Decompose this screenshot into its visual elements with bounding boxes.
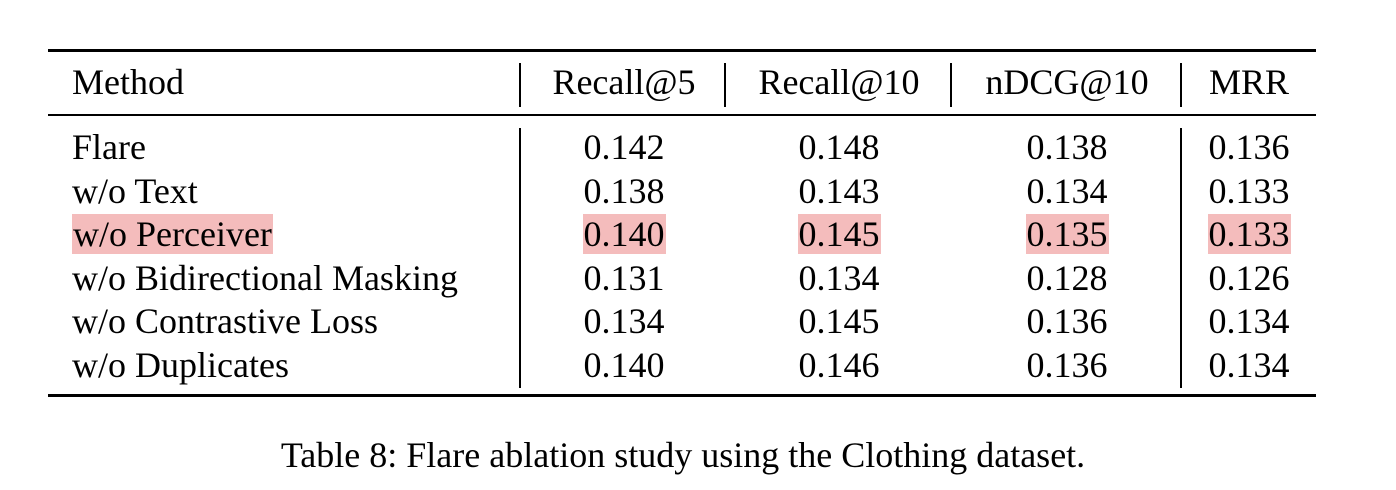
recall-10-cell: 0.143 (728, 169, 950, 213)
recall-5-cell: 0.142 (524, 125, 724, 169)
recall-5-cell: 0.140 (524, 212, 724, 256)
metric-value: 0.133 (1207, 214, 1291, 254)
ndcg-10-cell: 0.135 (954, 212, 1180, 256)
metric-value: 0.146 (798, 345, 880, 385)
metric-value: 0.148 (798, 127, 880, 167)
column-divider (950, 63, 952, 107)
recall-5-cell: 0.134 (524, 299, 724, 343)
metric-value: 0.128 (1026, 258, 1108, 298)
ndcg-10-cell: 0.134 (954, 169, 1180, 213)
metric-value: 0.142 (583, 127, 665, 167)
method-cell: w/o Bidirectional Masking (72, 256, 458, 300)
header-recall-10: Recall@10 (758, 62, 920, 102)
method-label: w/o Bidirectional Masking (72, 258, 458, 298)
column-divider (519, 128, 521, 388)
metric-value: 0.136 (1026, 345, 1108, 385)
table-caption: Table 8: Flare ablation study using the … (280, 435, 1086, 475)
metric-value: 0.131 (583, 258, 665, 298)
metric-value: 0.134 (1208, 345, 1290, 385)
ndcg-10-cell: 0.136 (954, 299, 1180, 343)
table-bottom-rule (48, 394, 1316, 397)
recall-10-cell: 0.145 (728, 299, 950, 343)
metric-value: 0.126 (1208, 258, 1290, 298)
recall-5-cell: 0.131 (524, 256, 724, 300)
mrr-cell: 0.134 (1184, 299, 1314, 343)
table-header-rule (48, 114, 1316, 116)
recall-5-cell: 0.140 (524, 343, 724, 387)
metric-value: 0.134 (1026, 171, 1108, 211)
metric-value: 0.135 (1025, 214, 1109, 254)
recall-10-cell: 0.146 (728, 343, 950, 387)
method-label: w/o Duplicates (72, 345, 289, 385)
column-divider (724, 63, 726, 107)
metric-value: 0.145 (797, 214, 881, 254)
method-cell: w/o Perceiver (72, 212, 273, 256)
header-ndcg-10: nDCG@10 (985, 62, 1149, 102)
column-divider (519, 63, 521, 107)
metric-value: 0.140 (583, 345, 665, 385)
mrr-cell: 0.133 (1184, 212, 1314, 256)
metric-value: 0.143 (798, 171, 880, 211)
metric-value: 0.134 (583, 301, 665, 341)
mrr-cell: 0.136 (1184, 125, 1314, 169)
mrr-cell: 0.134 (1184, 343, 1314, 387)
metric-value: 0.140 (582, 214, 666, 254)
mrr-cell: 0.126 (1184, 256, 1314, 300)
header-mrr: MRR (1208, 62, 1290, 102)
method-label: w/o Text (72, 171, 198, 211)
method-cell: Flare (72, 125, 146, 169)
method-label: w/o Contrastive Loss (72, 301, 378, 341)
recall-10-cell: 0.145 (728, 212, 950, 256)
metric-value: 0.145 (798, 301, 880, 341)
metric-value: 0.136 (1208, 127, 1290, 167)
method-cell: w/o Text (72, 169, 198, 213)
method-cell: w/o Duplicates (72, 343, 289, 387)
mrr-cell: 0.133 (1184, 169, 1314, 213)
method-cell: w/o Contrastive Loss (72, 299, 378, 343)
column-divider (1180, 63, 1182, 107)
header-method: Method (72, 62, 184, 102)
metric-value: 0.134 (798, 258, 880, 298)
metric-value: 0.136 (1026, 301, 1108, 341)
ndcg-10-cell: 0.136 (954, 343, 1180, 387)
recall-5-cell: 0.138 (524, 169, 724, 213)
ndcg-10-cell: 0.138 (954, 125, 1180, 169)
column-divider (1180, 128, 1182, 388)
recall-10-cell: 0.134 (728, 256, 950, 300)
table-top-rule (48, 49, 1316, 52)
ndcg-10-cell: 0.128 (954, 256, 1180, 300)
recall-10-cell: 0.148 (728, 125, 950, 169)
method-label: Flare (72, 127, 146, 167)
metric-value: 0.138 (583, 171, 665, 211)
metric-value: 0.138 (1026, 127, 1108, 167)
metric-value: 0.134 (1208, 301, 1290, 341)
header-recall-5: Recall@5 (552, 62, 696, 102)
metric-value: 0.133 (1208, 171, 1290, 211)
method-label: w/o Perceiver (72, 214, 273, 254)
